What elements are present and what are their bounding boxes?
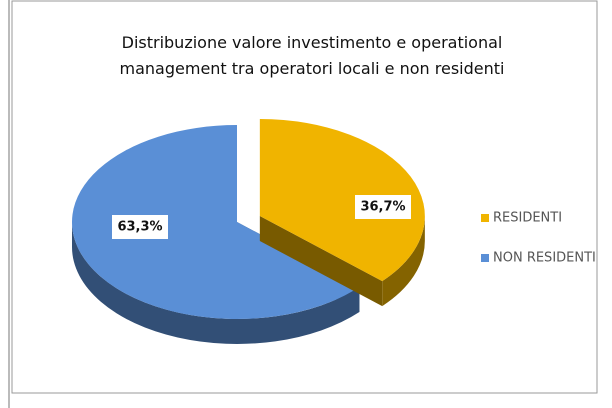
legend-swatch [481,214,489,222]
pie-slice-face [259,216,383,307]
legend-swatch [481,254,489,262]
chart-title: Distribuzione valore investimento e oper… [119,33,505,78]
chart-frame [11,0,598,394]
pie-slice [259,119,425,282]
data-label: 36,7% [360,200,405,215]
data-label-box [112,215,168,239]
data-label-box [355,195,411,219]
pie-slice [71,125,360,319]
data-label: 63,3% [117,220,162,235]
legend-label: NON RESIDENTI [493,251,596,266]
pie-slice-side [382,216,425,307]
legend-label: RESIDENTI [493,211,562,226]
pie-slice-side [72,222,360,344]
